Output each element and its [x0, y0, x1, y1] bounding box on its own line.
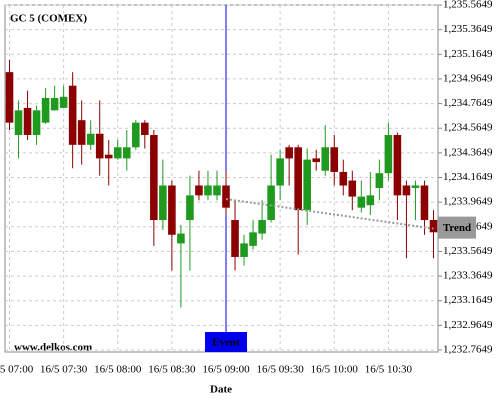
- candle-body: [339, 171, 348, 186]
- x-tick-label: 16/5 07:00: [0, 364, 34, 376]
- y-tick-label: 1,234.3649: [443, 146, 493, 158]
- event-label-box: [205, 332, 248, 352]
- candle-body: [113, 147, 122, 159]
- candle-body: [375, 173, 384, 188]
- candle-body: [366, 195, 375, 206]
- y-tick-label: 1,234.7649: [443, 97, 493, 109]
- candle-body: [294, 147, 302, 211]
- candle-body: [14, 110, 23, 135]
- y-tick-label: 1,233.1649: [443, 294, 493, 306]
- x-axis-label: Date: [210, 384, 232, 396]
- candle-body: [231, 219, 239, 257]
- y-tick-label: 1,235.5649: [443, 0, 493, 11]
- plot-frame: [4, 4, 439, 353]
- y-tick-label: 1,234.5649: [443, 122, 493, 134]
- x-tick-label: 16/5 08:00: [94, 364, 142, 376]
- candle-body: [258, 219, 266, 234]
- x-tick-label: 16/5 10:30: [365, 364, 413, 376]
- x-tick-label: 16/5 07:30: [40, 364, 88, 376]
- candle-body: [330, 147, 339, 172]
- x-tick-label: 16/5 08:30: [148, 364, 196, 376]
- candle-body: [357, 196, 366, 208]
- y-tick-label: 1,234.1649: [443, 171, 493, 183]
- candle-body: [104, 154, 113, 159]
- candle-body: [132, 122, 140, 148]
- candle-body: [41, 98, 50, 123]
- chart-title: GC 5 (COMEX): [10, 13, 87, 25]
- x-tick-label: 16/5 09:00: [202, 364, 250, 376]
- candle-body: [177, 233, 185, 244]
- candle-body: [393, 134, 402, 196]
- candle-body: [249, 232, 257, 246]
- trend-label-box: [438, 216, 476, 239]
- candle-body: [429, 219, 438, 233]
- candle-body: [222, 185, 230, 208]
- event-label: Event: [212, 337, 240, 349]
- candle-body: [303, 159, 311, 211]
- candle-body: [150, 134, 158, 220]
- x-tick-label: 16/5 09:30: [256, 364, 304, 376]
- candle-body: [168, 185, 176, 235]
- candle-body: [402, 185, 411, 196]
- candle-body: [213, 185, 221, 196]
- y-tick-label: 1,232.7649: [443, 344, 493, 356]
- candle-body: [195, 185, 203, 196]
- watermark: www.delkos.com: [14, 342, 92, 354]
- candle-body: [159, 185, 167, 220]
- candle-body: [384, 134, 393, 174]
- candle-body: [122, 147, 131, 159]
- trend-line: [225, 198, 434, 230]
- candle-body: [77, 120, 86, 145]
- candle-body: [348, 180, 357, 197]
- candle-body: [68, 85, 77, 145]
- y-tick-label: 1,233.5649: [443, 245, 493, 257]
- candle-body: [285, 147, 293, 159]
- candle-body: [32, 110, 41, 135]
- candle-body: [86, 133, 95, 145]
- candle-body: [411, 185, 420, 188]
- candle-body: [5, 72, 14, 123]
- candle-body: [141, 122, 149, 135]
- candle-body: [95, 133, 104, 159]
- y-tick-label: 1,233.3649: [443, 270, 493, 282]
- candle-body: [420, 185, 429, 220]
- candle-body: [59, 96, 68, 108]
- y-tick-label: 1,233.9649: [443, 196, 493, 208]
- candle-body: [50, 98, 59, 111]
- y-tick-label: 1,234.9649: [443, 72, 493, 84]
- y-tick-label: 1,232.9649: [443, 319, 493, 331]
- x-tick-label: 16/5 10:00: [311, 364, 359, 376]
- candle-body: [267, 185, 275, 220]
- candle-body: [186, 195, 194, 220]
- candle-body: [276, 158, 284, 186]
- candle-body: [23, 107, 32, 135]
- trend-label: Trend: [443, 222, 471, 234]
- candle-body: [312, 158, 321, 163]
- candle-body: [204, 185, 212, 196]
- y-tick-label: 1,235.3649: [443, 23, 493, 35]
- y-tick-label: 1,235.1649: [443, 48, 493, 60]
- candle-body: [321, 147, 330, 171]
- candle-body: [240, 243, 248, 257]
